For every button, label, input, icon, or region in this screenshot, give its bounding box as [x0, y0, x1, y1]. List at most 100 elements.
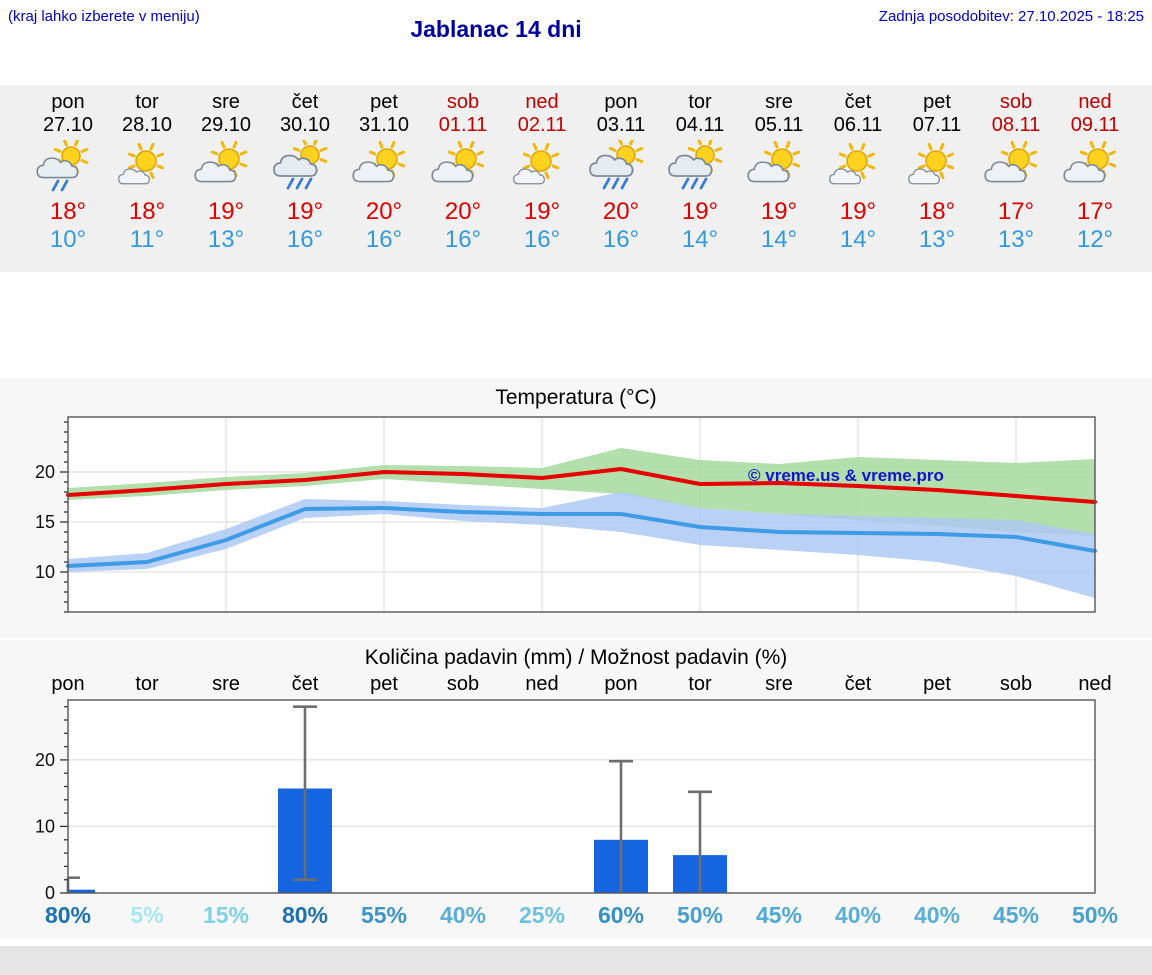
sun-small-cloud-icon: [503, 139, 582, 195]
date-label: 27.10: [42, 114, 94, 136]
day-label: sre: [212, 91, 240, 113]
tmin-label: 14°: [681, 226, 719, 253]
sun-small-cloud-icon: [819, 139, 898, 195]
forecast-day-column: sre 29.10 19° 13°: [187, 85, 266, 272]
precip-whisker: [688, 790, 712, 893]
day-label: čet: [291, 91, 319, 113]
tmax-label: 18°: [128, 198, 166, 225]
precip-plot-area: [68, 700, 1095, 893]
forecast-day-column: čet 06.11 19° 14°: [819, 85, 898, 272]
forecast-day-column: tor 04.11 19° 14°: [661, 85, 740, 272]
tmax-label: 19°: [286, 198, 324, 225]
tmax-label: 19°: [207, 198, 245, 225]
date-label: 02.11: [517, 114, 567, 136]
forecast-day-column: ned 02.11 19° 16°: [503, 85, 582, 272]
t-min-line: [66, 506, 1097, 568]
tmin-label: 13°: [207, 226, 245, 253]
precip-probability-label: 80%: [44, 902, 92, 928]
tmin-label: 11°: [129, 226, 165, 253]
sun-cloud-glyph: [1063, 140, 1117, 183]
precip-probability-label: 50%: [676, 902, 724, 928]
day-label: čet: [844, 91, 872, 113]
precip-probability-label: 45%: [992, 902, 1040, 928]
date-label: 08.11: [991, 114, 1041, 136]
precip-probability-label: 50%: [1071, 902, 1119, 928]
precip-bar: [68, 889, 95, 893]
precip-probability-label: 40%: [439, 902, 487, 928]
last-updated: Zadnja posodobitev: 27.10.2025 - 18:25: [878, 8, 1144, 25]
date-label: 01.11: [438, 114, 488, 136]
watermark-link[interactable]: © vreme.us & vreme.pro: [748, 466, 944, 485]
tmax-label: 19°: [760, 198, 798, 225]
sun-cloud-showers-glyph: [36, 140, 89, 192]
precip-probability-label: 25%: [518, 902, 566, 928]
precip-chart-title: Količina padavin (mm) / Možnost padavin …: [364, 646, 788, 669]
sun-cloud-icon: [740, 139, 819, 195]
tmin-label: 12°: [1076, 226, 1114, 253]
date-label: 03.11: [596, 114, 646, 136]
precip-day-label: tor: [688, 673, 712, 695]
precip-day-label: pet: [370, 673, 398, 695]
precip-day-label: čet: [844, 673, 872, 695]
sun-cloud-icon: [187, 139, 266, 195]
tmax-label: 20°: [365, 198, 403, 225]
precip-probability-label: 40%: [834, 902, 882, 928]
tmin-label: 16°: [365, 226, 403, 253]
precip-probability-label: 60%: [597, 902, 645, 928]
precip-day-label: ned: [525, 673, 559, 695]
sun-cloud-rain-glyph: [273, 140, 328, 190]
tmin-label: 16°: [523, 226, 561, 253]
sun-cloud-glyph: [352, 140, 406, 183]
temp-ytick-label: 10: [35, 562, 55, 582]
date-label: 30.10: [279, 114, 331, 136]
tmin-label: 16°: [286, 226, 324, 253]
precip-day-label: pon: [51, 673, 85, 695]
t-max-band: [68, 448, 1095, 536]
precip-day-label: sre: [765, 673, 793, 695]
precip-day-label: čet: [291, 673, 319, 695]
precip-probability-label: 45%: [755, 902, 803, 928]
tmax-label: 20°: [444, 198, 482, 225]
precip-whisker: [609, 759, 633, 893]
day-label: tor: [135, 91, 159, 113]
temp-ytick-label: 15: [35, 512, 55, 532]
date-label: 06.11: [833, 114, 883, 136]
sun-cloud-rain-icon: [582, 139, 661, 195]
t-min-band: [68, 492, 1095, 598]
header: (kraj lahko izberete v meniju) Jablanac …: [0, 0, 1152, 62]
forecast-strip: pon 27.10 18° 10° tor 28.10 18° 11° sre 29.10 1…: [0, 85, 1152, 272]
sun-small-cloud-glyph: [829, 142, 876, 185]
date-label: 04.11: [675, 114, 725, 136]
precip-day-label: tor: [135, 673, 159, 695]
sun-cloud-icon: [424, 139, 503, 195]
precip-day-label: sob: [446, 673, 480, 695]
forecast-day-column: pet 07.11 18° 13°: [898, 85, 977, 272]
day-label: sre: [765, 91, 793, 113]
precip-probability-label: 55%: [360, 902, 408, 928]
day-label: pet: [923, 91, 951, 113]
day-label: pon: [51, 91, 85, 113]
precip-ytick-label: 20: [35, 750, 55, 770]
precip-day-labels: pon tor sre čet pet sob ned pon tor sre čet pet sob n…: [0, 673, 1152, 699]
sun-cloud-showers-icon: [29, 139, 108, 195]
temp-ytick-label: 20: [35, 462, 55, 482]
sun-small-cloud-glyph: [513, 142, 560, 185]
forecast-day-column: sre 05.11 19° 14°: [740, 85, 819, 272]
precip-whisker: [293, 705, 317, 881]
sun-cloud-glyph: [194, 140, 248, 183]
sun-cloud-glyph: [984, 140, 1038, 183]
forecast-day-column: pon 27.10 18° 10°: [29, 85, 108, 272]
tmax-label: 19°: [681, 198, 719, 225]
precip-day-label: ned: [1078, 673, 1112, 695]
precip-ytick-label: 0: [45, 883, 55, 903]
date-label: 09.11: [1070, 114, 1120, 136]
precipitation-chart: 0 10 20: [35, 699, 1096, 903]
precip-probability-row: 80% 5% 15% 80% 55% 40% 25% 60% 50% 45% 40% 40% 45% 50…: [0, 902, 1152, 934]
sun-small-cloud-glyph: [908, 142, 955, 185]
forecast-day-column: sob 01.11 20° 16°: [424, 85, 503, 272]
tmax-label: 17°: [1076, 198, 1114, 225]
precip-probability-label: 80%: [281, 902, 329, 928]
precip-probability-label: 5%: [130, 902, 164, 928]
sun-small-cloud-icon: [898, 139, 977, 195]
sun-cloud-rain-glyph: [668, 140, 723, 190]
